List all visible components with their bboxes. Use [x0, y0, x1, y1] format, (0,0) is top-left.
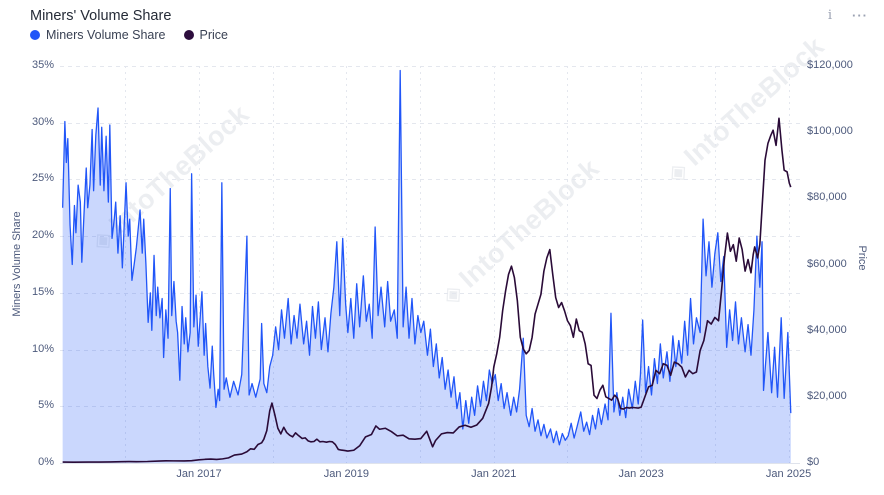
legend-label-miners: Miners Volume Share	[46, 28, 166, 42]
y-left-tick: 25%	[31, 172, 54, 185]
legend-label-price: Price	[199, 28, 228, 42]
legend-swatch-miners-icon	[30, 30, 40, 40]
y-left-tick: 10%	[31, 342, 54, 355]
y-left-tick: 0%	[38, 456, 54, 468]
chart-title: Miners' Volume Share	[30, 8, 172, 24]
header-icons: i ···	[824, 6, 874, 25]
x-axis-tick: Jan 2019	[323, 468, 369, 480]
y-left-tick: 20%	[31, 229, 54, 242]
y-right-tick: $40,000	[807, 323, 847, 336]
legend-swatch-price-icon	[183, 30, 194, 40]
y-right-tick: $100,000	[807, 125, 853, 138]
more-options-button[interactable]: ···	[852, 8, 868, 23]
y-right-tick: $80,000	[807, 191, 847, 204]
x-axis-tick: Jan 2021	[471, 468, 517, 480]
y-left-tick: 35%	[31, 59, 54, 71]
y-left-tick: 15%	[31, 285, 54, 298]
x-axis-tick: Jan 2025	[765, 468, 812, 480]
y-right-tick: $120,000	[807, 59, 853, 71]
y-left-tick: 5%	[38, 399, 54, 412]
legend-item-miners-volume-share[interactable]: Miners Volume Share	[30, 28, 166, 42]
y-left-tick: 30%	[31, 115, 54, 128]
y-right-tick: $20,000	[807, 389, 847, 402]
x-axis-tick: Jan 2017	[176, 468, 222, 480]
y-right-tick: $60,000	[807, 257, 847, 270]
chart-legend: Miners Volume Share Price	[30, 28, 228, 42]
y-left-axis-title: Miners Volume Share	[11, 211, 23, 317]
x-axis-tick: Jan 2023	[618, 468, 664, 480]
y-right-tick: $0	[807, 456, 820, 468]
legend-item-price[interactable]: Price	[183, 28, 228, 42]
info-icon[interactable]: i	[827, 8, 832, 23]
